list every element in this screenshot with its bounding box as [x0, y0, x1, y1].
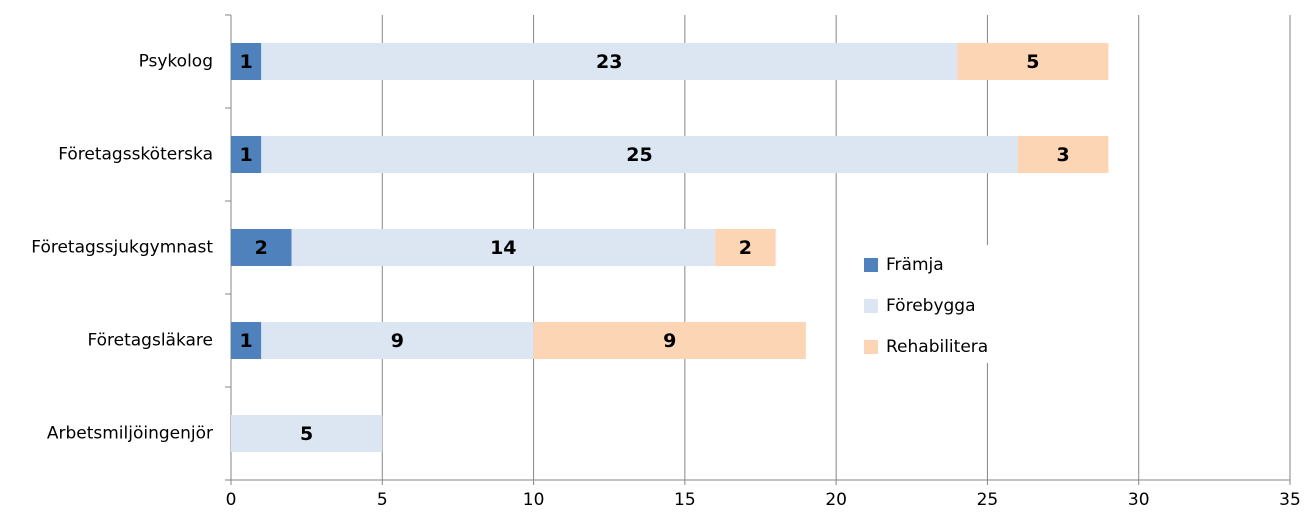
value-label: 2	[255, 237, 268, 259]
value-label: 25	[626, 144, 652, 166]
value-label: 1	[240, 51, 253, 73]
bar-segment	[1017, 136, 1109, 173]
value-label: 14	[490, 237, 516, 259]
value-label: 1	[240, 144, 253, 166]
x-tick-label: 10	[523, 490, 545, 510]
x-tick-label: 30	[1128, 490, 1150, 510]
x-tick-label: 15	[674, 490, 696, 510]
value-label: 23	[596, 51, 622, 73]
y-tick-label: Företagsläkare	[87, 331, 213, 351]
bar-segment	[291, 229, 716, 266]
bar-segment	[231, 136, 262, 173]
legend-swatch	[864, 299, 878, 313]
y-tick-label: Företagssköterska	[58, 145, 213, 165]
value-label: 9	[663, 330, 676, 352]
bar-segment	[261, 136, 1018, 173]
legend-swatch	[864, 258, 878, 272]
bar-segment	[231, 43, 262, 80]
bar-segment	[231, 322, 262, 359]
x-tick-label: 35	[1279, 490, 1301, 510]
x-tick-label: 25	[977, 490, 999, 510]
legend-box	[860, 245, 1010, 363]
value-label: 5	[1026, 51, 1039, 73]
bar-segment	[533, 322, 806, 359]
bar-segment	[261, 43, 958, 80]
y-tick-label: Arbetsmiljöingenjör	[47, 424, 213, 444]
value-label: 3	[1056, 144, 1069, 166]
value-label: 1	[240, 330, 253, 352]
bar-segment	[261, 322, 534, 359]
bar-segment	[231, 229, 292, 266]
y-tick-label: Psykolog	[139, 52, 213, 72]
legend-label: Främja	[886, 255, 944, 275]
x-tick-label: 5	[377, 490, 388, 510]
bar-segment	[231, 415, 383, 452]
legend-label: Förebygga	[886, 296, 976, 316]
value-label: 2	[739, 237, 752, 259]
bar-segment	[957, 43, 1109, 80]
legend-swatch	[864, 340, 878, 354]
legend-label: Rehabilitera	[886, 337, 988, 357]
bar-segment	[715, 229, 776, 266]
y-tick-label: Företagssjukgymnast	[31, 238, 213, 258]
value-label: 5	[300, 423, 313, 445]
value-label: 9	[391, 330, 404, 352]
x-tick-label: 20	[825, 490, 847, 510]
x-tick-label: 0	[226, 490, 237, 510]
